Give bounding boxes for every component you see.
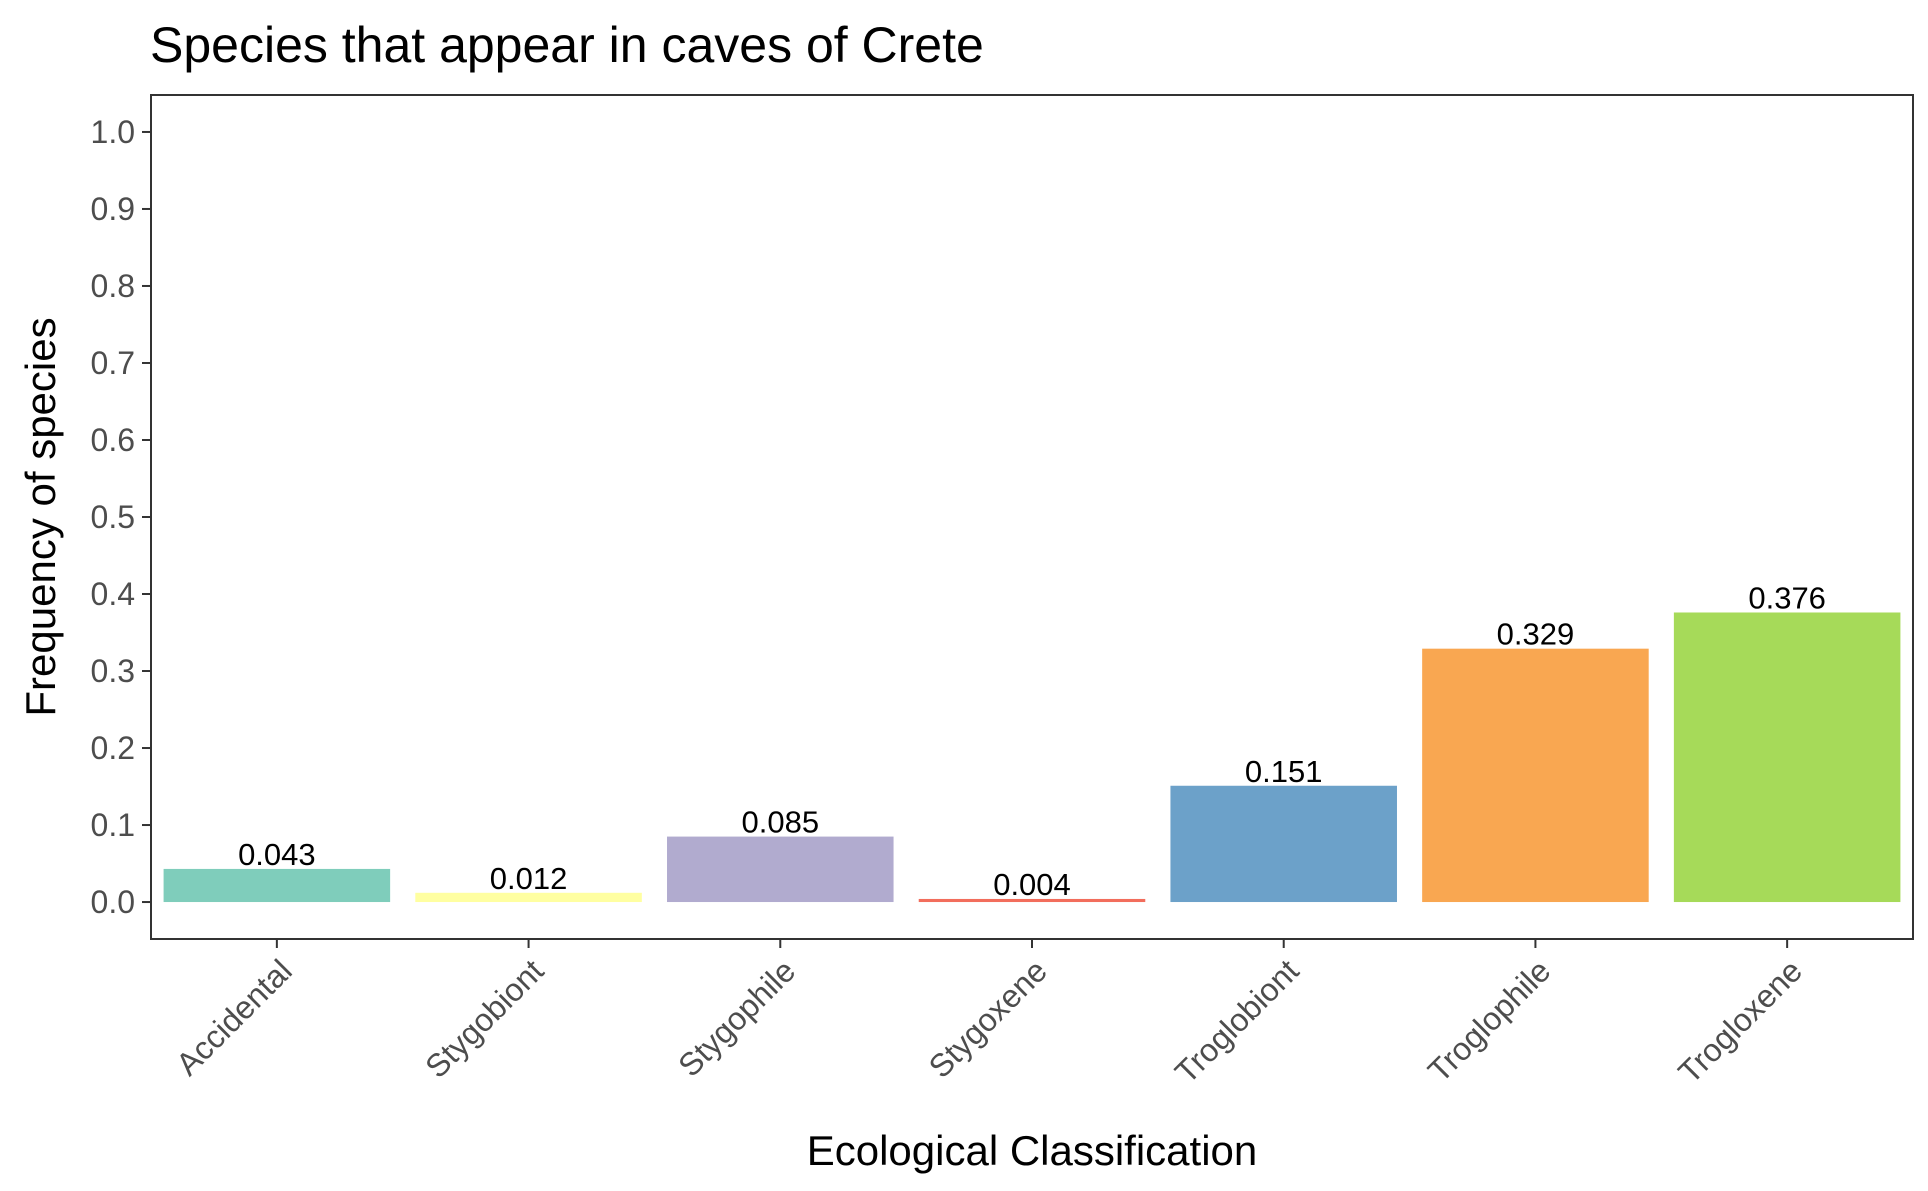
x-axis: Accidental Stygobiont Stygophile Stygoxene T… bbox=[169, 939, 1809, 1090]
bar-stygophile bbox=[667, 836, 894, 903]
y-tick-label: 0.6 bbox=[91, 422, 135, 458]
x-tick-label: Troglobiont bbox=[1168, 952, 1306, 1090]
data-label: 0.151 bbox=[1245, 754, 1323, 789]
data-label: 0.004 bbox=[993, 867, 1071, 902]
data-label: 0.085 bbox=[741, 805, 819, 840]
y-axis-title: Frequency of species bbox=[17, 317, 64, 716]
y-axis: 0.0 0.1 0.2 0.3 0.4 0.5 0.6 0.7 0.8 0.9 1.0 bbox=[91, 114, 151, 920]
y-tick-label: 0.7 bbox=[91, 345, 135, 381]
x-tick-label: Stygoxene bbox=[922, 952, 1054, 1084]
data-label: 0.012 bbox=[490, 861, 568, 896]
x-tick-label: Accidental bbox=[169, 952, 299, 1082]
data-label: 0.376 bbox=[1748, 580, 1826, 615]
data-labels-group: 0.043 0.012 0.085 0.004 0.151 0.329 0.376 bbox=[238, 580, 1826, 901]
x-tick-label: Stygobiont bbox=[418, 952, 550, 1084]
x-tick-label: Trogloxene bbox=[1671, 952, 1809, 1090]
y-tick-label: 0.0 bbox=[91, 884, 135, 920]
data-label: 0.329 bbox=[1497, 617, 1575, 652]
x-axis-title: Ecological Classification bbox=[807, 1127, 1258, 1174]
bar-troglophile bbox=[1422, 648, 1649, 903]
x-tick-label: Troglophile bbox=[1421, 952, 1558, 1089]
data-label: 0.043 bbox=[238, 837, 316, 872]
y-tick-label: 0.5 bbox=[91, 499, 135, 535]
y-tick-label: 0.4 bbox=[91, 576, 135, 612]
y-tick-label: 0.8 bbox=[91, 268, 135, 304]
chart-title: Species that appear in caves of Crete bbox=[150, 17, 984, 73]
bar-stygobiont bbox=[415, 892, 642, 903]
y-tick-label: 0.2 bbox=[91, 730, 135, 766]
bar-stygoxene bbox=[918, 898, 1146, 903]
y-tick-label: 0.3 bbox=[91, 653, 135, 689]
y-tick-label: 0.9 bbox=[91, 191, 135, 227]
bar-trogloxene bbox=[1673, 612, 1901, 903]
y-tick-label: 1.0 bbox=[91, 114, 135, 150]
bar-troglobiont bbox=[1170, 785, 1397, 903]
bar-accidental bbox=[163, 868, 391, 903]
y-tick-label: 0.1 bbox=[91, 807, 135, 843]
x-tick-label: Stygophile bbox=[671, 952, 802, 1083]
bars-group bbox=[163, 612, 1901, 903]
